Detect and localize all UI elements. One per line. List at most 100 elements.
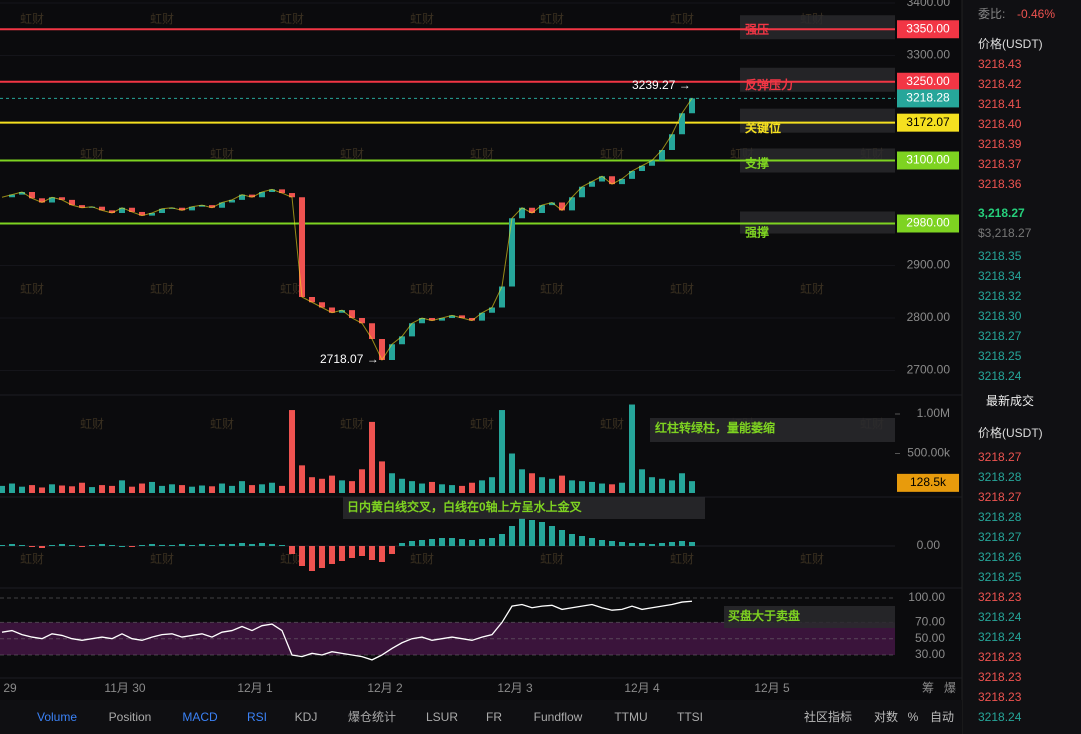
toolbar-tab[interactable]: Volume	[37, 710, 77, 724]
watermark: 虹财	[150, 282, 174, 296]
rsi-note: 买盘大于卖盘	[728, 608, 800, 623]
macd-bar	[259, 543, 265, 546]
volume-bar	[539, 477, 545, 493]
volume-bar	[379, 461, 385, 493]
toolbar-tab[interactable]: LSUR	[426, 710, 458, 724]
trades-title[interactable]: 最新成交	[986, 393, 1034, 408]
y-tick-label: 500.00k	[907, 446, 951, 460]
rsi-line	[1, 600, 693, 661]
x-tick-label: 12月 5	[754, 681, 790, 695]
bid-price: 3218.30	[978, 309, 1022, 323]
macd-bar	[29, 546, 35, 547]
trade-price: 3218.24	[978, 630, 1022, 644]
macd-bar	[159, 545, 165, 546]
candle	[129, 207, 135, 212]
note-box	[343, 497, 705, 519]
toolbar-tab[interactable]: 爆仓统计	[348, 710, 396, 724]
level-name: 反弹压力	[745, 77, 793, 92]
macd-bar	[609, 541, 615, 546]
note-box	[650, 418, 895, 442]
macd-bar	[299, 546, 305, 566]
volume-bar	[249, 485, 255, 493]
candle	[149, 213, 155, 216]
volume-bar	[269, 482, 275, 493]
candle	[689, 98, 695, 114]
volume-bar	[69, 486, 75, 493]
level-tag-label: 3172.07	[906, 115, 950, 129]
macd-bar	[229, 544, 235, 546]
volume-bar	[169, 484, 175, 493]
ask-price: 3218.43	[978, 57, 1022, 71]
side-icon[interactable]: 爆	[944, 681, 956, 695]
toolbar-tab[interactable]: RSI	[247, 710, 267, 724]
watermark: 虹财	[540, 552, 564, 566]
toolbar-option[interactable]: 社区指标	[804, 709, 852, 724]
macd-bar	[189, 545, 195, 546]
macd-bar	[369, 546, 375, 560]
note-box	[724, 606, 895, 628]
macd-bar	[479, 539, 485, 546]
candle	[399, 336, 405, 345]
volume-bar	[239, 481, 245, 493]
candle	[629, 171, 635, 179]
toolbar-option[interactable]: 对数	[874, 709, 898, 724]
toolbar-tab[interactable]: TTMU	[614, 710, 647, 724]
macd-bar	[659, 543, 665, 546]
macd-bar	[589, 538, 595, 546]
candle	[449, 315, 455, 318]
candle	[69, 199, 75, 206]
level-tag-label: 2980.00	[906, 216, 950, 230]
toolbar-tab[interactable]: KDJ	[295, 710, 318, 724]
volume-bar	[459, 485, 465, 493]
side-icon[interactable]: 筹	[922, 681, 934, 695]
ask-price: 3218.39	[978, 137, 1022, 151]
trade-price: 3218.26	[978, 550, 1022, 564]
macd-bar	[389, 546, 395, 554]
y-tick-label: 3300.00	[907, 48, 951, 62]
candle	[559, 202, 565, 211]
macd-bar	[599, 540, 605, 546]
macd-bar	[359, 546, 365, 556]
toolbar-option[interactable]: 自动	[930, 710, 954, 724]
trade-price: 3218.23	[978, 590, 1022, 604]
volume-bar	[279, 485, 285, 493]
macd-bar	[539, 522, 545, 546]
macd-bar	[349, 546, 355, 558]
volume-bar	[49, 484, 55, 493]
toolbar-tab[interactable]: TTSI	[677, 710, 703, 724]
candle	[599, 176, 605, 182]
volume-bar	[99, 485, 105, 493]
toolbar-tab[interactable]: FR	[486, 710, 502, 724]
candle	[439, 318, 445, 321]
candle	[309, 297, 315, 303]
volume-bar	[299, 465, 305, 493]
watermark: 虹财	[20, 552, 44, 566]
bid-price: 3218.32	[978, 289, 1022, 303]
watermark: 虹财	[410, 12, 434, 26]
watermark: 虹财	[340, 417, 364, 431]
candle	[479, 312, 485, 321]
volume-bar	[129, 486, 135, 493]
candle	[469, 318, 475, 321]
trade-price: 3218.23	[978, 650, 1022, 664]
candle	[679, 113, 685, 135]
toolbar-tab[interactable]: Fundflow	[534, 710, 583, 724]
volume-bar	[159, 485, 165, 493]
trade-price: 3218.23	[978, 690, 1022, 704]
toolbar-option[interactable]: %	[908, 710, 919, 724]
candle	[29, 192, 35, 199]
candle	[659, 150, 665, 161]
macd-bar	[569, 534, 575, 546]
x-tick-label: 12月 1	[237, 681, 273, 695]
trade-price: 3218.27	[978, 450, 1022, 464]
toolbar-tab[interactable]: MACD	[182, 710, 218, 724]
volume-bar	[109, 485, 115, 493]
toolbar-tab[interactable]: Position	[109, 710, 152, 724]
volume-bar	[589, 481, 595, 493]
watermark: 虹财	[150, 552, 174, 566]
volume-bar	[389, 473, 395, 493]
volume-bar	[349, 481, 355, 493]
volume-bar	[629, 404, 635, 493]
volume-bar	[119, 480, 125, 493]
volume-bar	[519, 469, 525, 493]
